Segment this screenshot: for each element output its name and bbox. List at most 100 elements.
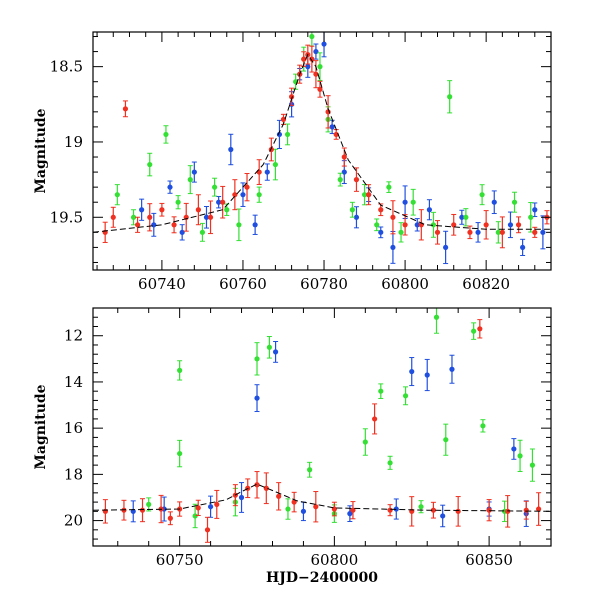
point-blue-4: [191, 169, 197, 175]
point-blue-2: [409, 368, 415, 375]
point-green-16: [192, 513, 198, 519]
point-green-9: [433, 314, 440, 320]
point-green-7: [387, 460, 393, 466]
point-red-17: [350, 507, 356, 513]
point-green-0: [177, 367, 183, 373]
point-blue-4: [449, 366, 455, 372]
point-green-18: [337, 177, 343, 183]
point-green-7: [211, 184, 218, 190]
point-red-32: [434, 229, 441, 235]
point-green-14: [529, 462, 536, 468]
point-blue-1: [272, 349, 279, 355]
point-red-22: [455, 508, 461, 514]
point-green-4: [175, 199, 181, 205]
series-green-top: [114, 32, 534, 244]
point-green-8: [402, 393, 409, 399]
point-blue-15: [313, 48, 319, 55]
point-blue-5: [203, 214, 210, 220]
point-red-35: [483, 222, 489, 228]
point-red-9: [207, 214, 214, 220]
point-red-2: [122, 106, 129, 112]
point-red-6: [171, 222, 177, 228]
x-tick-label-top: 60760: [219, 275, 267, 293]
point-blue-8: [240, 192, 246, 198]
point-blue-28: [475, 229, 481, 235]
point-green-20: [361, 192, 368, 198]
point-red-12: [263, 485, 269, 491]
point-green-2: [254, 356, 260, 362]
point-red-10: [220, 199, 226, 205]
point-blue-16: [321, 41, 327, 47]
point-blue-25: [426, 207, 433, 213]
point-green-13: [517, 453, 523, 459]
point-blue-10: [264, 169, 270, 175]
point-blue-8: [207, 504, 214, 510]
point-blue-3: [424, 372, 430, 378]
point-blue-5: [511, 446, 517, 452]
point-red-26: [523, 507, 529, 513]
point-green-24: [410, 199, 416, 205]
plot-frame-top: [92, 31, 552, 271]
point-blue-17: [329, 124, 335, 130]
point-blue-3: [179, 229, 185, 235]
x-tick-label-top: 60820: [462, 275, 510, 293]
point-blue-2: [167, 184, 173, 190]
point-green-11: [471, 328, 477, 334]
point-blue-9: [238, 494, 245, 501]
point-blue-33: [540, 229, 546, 235]
point-blue-32: [532, 207, 538, 213]
y-axis-label-top: Magnitude: [33, 108, 49, 193]
point-red-19: [387, 507, 393, 513]
point-red-8: [214, 501, 220, 508]
point-red-11: [232, 192, 238, 198]
point-blue-14: [305, 64, 311, 70]
point-green-5: [362, 439, 368, 445]
point-green-15: [309, 33, 315, 40]
point-blue-27: [459, 214, 465, 220]
point-green-10: [256, 192, 262, 198]
point-red-14: [291, 499, 297, 505]
x-tick-label-top: 60800: [381, 275, 429, 293]
point-green-28: [479, 192, 485, 198]
point-red-38: [532, 229, 538, 235]
point-blue-9: [252, 222, 258, 228]
point-red-8: [195, 207, 201, 213]
point-green-29: [495, 229, 501, 235]
x-tick-label-bottom: 60800: [311, 551, 359, 569]
y-tick-label-bottom: 16: [64, 419, 83, 437]
point-blue-19: [353, 214, 360, 220]
point-red-12: [244, 184, 250, 190]
point-red-7: [204, 527, 211, 533]
point-green-1: [130, 214, 137, 220]
point-green-23: [398, 229, 404, 235]
point-red-18: [301, 56, 307, 62]
point-red-6: [195, 505, 201, 511]
point-blue-11: [347, 511, 353, 517]
point-red-15: [280, 116, 287, 122]
point-green-20: [418, 504, 424, 510]
point-red-13: [276, 493, 282, 499]
point-green-21: [374, 222, 380, 228]
point-red-27: [366, 192, 372, 198]
point-red-5: [159, 207, 165, 213]
point-red-4: [147, 214, 153, 220]
point-red-26: [353, 177, 360, 183]
point-green-27: [463, 214, 469, 220]
plot-frame-bottom: [92, 307, 552, 547]
point-blue-29: [491, 199, 497, 205]
point-red-37: [515, 222, 522, 228]
x-tick-label-top: 60740: [138, 275, 186, 293]
point-blue-10: [300, 508, 307, 514]
point-blue-24: [414, 222, 420, 228]
point-red-16: [289, 94, 295, 100]
point-red-18: [372, 416, 378, 422]
y-tick-label-bottom: 14: [64, 373, 83, 391]
point-red-28: [378, 207, 384, 213]
y-tick-label-bottom: 12: [64, 327, 83, 345]
point-red-11: [254, 482, 260, 488]
point-blue-1: [151, 222, 157, 228]
point-red-13: [256, 169, 262, 175]
point-red-1: [110, 214, 116, 220]
point-green-16: [317, 64, 323, 70]
